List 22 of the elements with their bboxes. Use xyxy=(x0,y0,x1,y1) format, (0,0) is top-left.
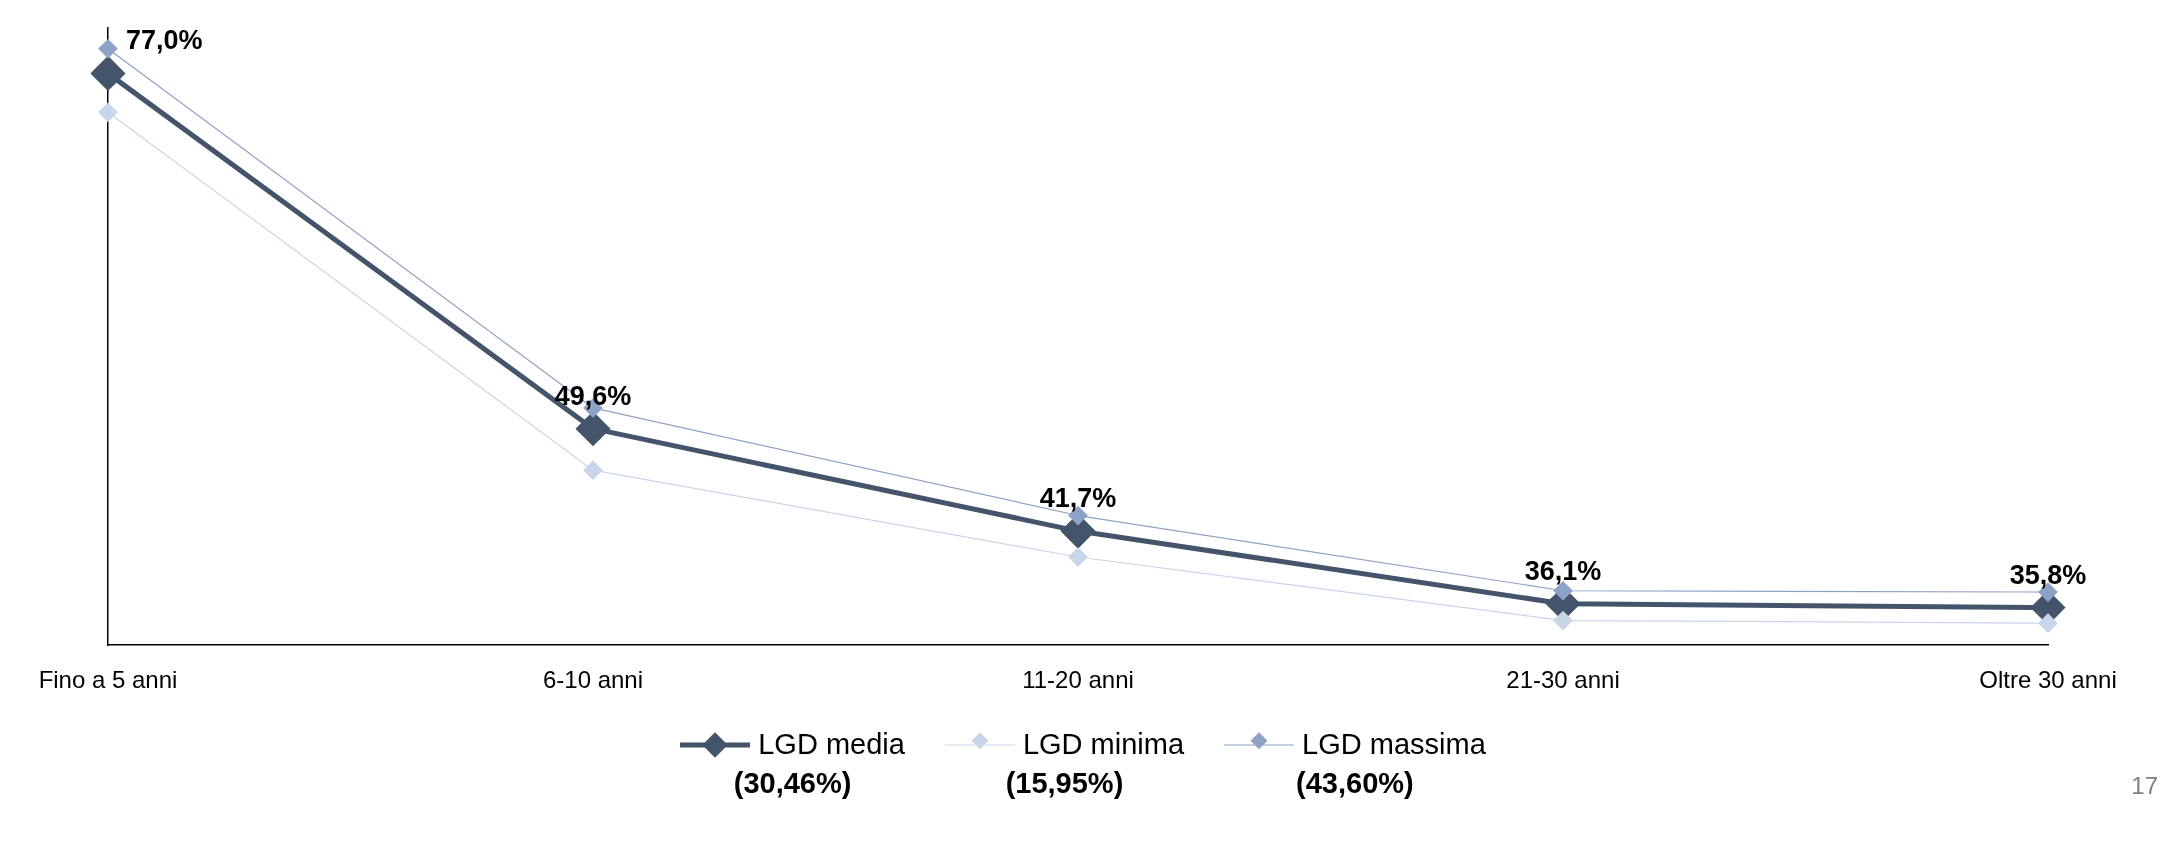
x-tick-label: Fino a 5 anni xyxy=(38,666,178,694)
point xyxy=(2038,613,2058,633)
data-label: 77,0% xyxy=(126,25,203,56)
data-label: 41,7% xyxy=(1039,483,1117,514)
point xyxy=(98,102,118,122)
legend-label: LGD media (30,46%) xyxy=(733,728,905,800)
text: 17 xyxy=(2131,772,2158,800)
data-label: 36,1% xyxy=(1524,555,1602,586)
point xyxy=(576,412,610,446)
x-tick-label: 11-20 anni xyxy=(1022,666,1134,694)
legend-label: LGD minima (15,95%) xyxy=(1005,728,1185,800)
point xyxy=(583,460,603,480)
data-label: 35,8% xyxy=(2009,559,2087,590)
x-tick-label: 21-30 anni xyxy=(1506,666,1620,694)
legend-label: LGD massima (43,60%) xyxy=(1296,728,1486,800)
point xyxy=(91,56,125,90)
point xyxy=(1553,610,1573,631)
point xyxy=(98,39,118,59)
point xyxy=(1068,547,1088,567)
data-label: 49,6% xyxy=(554,380,632,411)
x-tick-label: Oltre 30 anni xyxy=(1979,666,2117,694)
x-tick-label: 6-10 anni xyxy=(542,666,644,694)
